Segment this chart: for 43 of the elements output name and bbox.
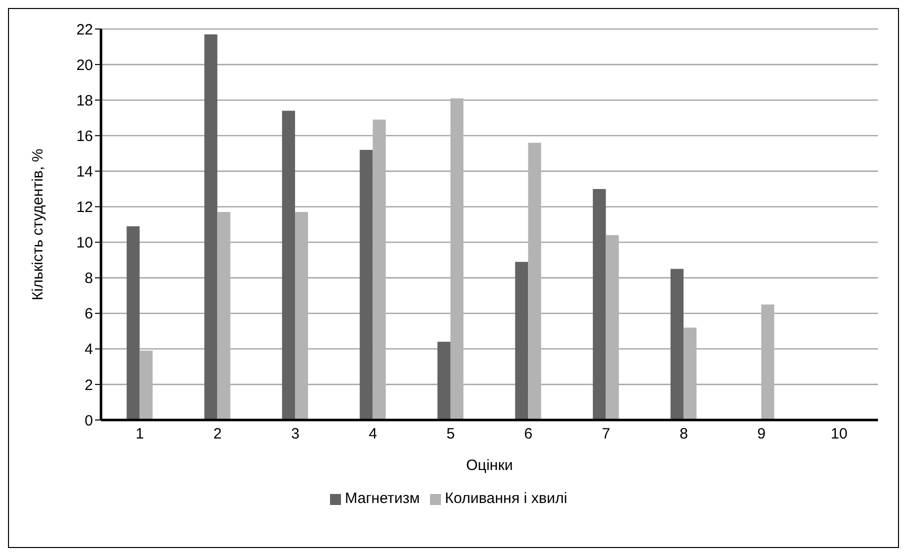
x-tick-label: 1: [136, 426, 144, 443]
bar: [515, 262, 528, 420]
bar: [592, 188, 606, 420]
y-tick-label: 2: [84, 376, 93, 394]
bar: [450, 98, 464, 420]
bar: [295, 212, 308, 420]
x-tick-label: 3: [291, 426, 300, 443]
x-tick-label: 7: [602, 426, 610, 443]
x-tick-label: 10: [830, 426, 848, 443]
y-tick-label: 22: [76, 21, 93, 38]
bar: [528, 142, 542, 420]
y-tick-label: 16: [76, 128, 93, 145]
x-tick-label: 6: [524, 426, 533, 443]
bar: [204, 34, 218, 420]
y-tick-label: 6: [84, 306, 93, 323]
legend-label: Коливання і хвилі: [444, 490, 568, 507]
bar: [606, 235, 619, 420]
y-axis-title: Кількість студентів, %: [29, 148, 46, 300]
y-tick-label: 8: [84, 270, 93, 288]
y-tick-label: 12: [76, 199, 93, 216]
bar: [282, 110, 296, 420]
bar: [437, 342, 450, 420]
y-tick-label: 20: [76, 56, 93, 74]
bar: [372, 120, 386, 420]
y-tick-label: 10: [76, 234, 93, 252]
y-tick-label: 0: [84, 412, 93, 430]
bar: [761, 304, 774, 420]
x-tick-label: 4: [368, 426, 378, 443]
x-tick-label: 8: [680, 426, 688, 443]
legend-label: Магнетизм: [344, 490, 420, 507]
bar: [684, 328, 697, 420]
x-tick-label: 5: [446, 426, 455, 443]
y-tick-label: 14: [76, 164, 93, 181]
x-tick-label: 2: [213, 426, 222, 443]
x-axis-title: Оцінки: [466, 457, 513, 474]
bar: [140, 350, 153, 420]
bar: [670, 268, 684, 420]
bar: [360, 150, 373, 420]
y-tick-label: 4: [84, 341, 93, 358]
bar: [217, 212, 230, 420]
bar: [126, 226, 140, 420]
y-tick-label: 18: [76, 92, 93, 110]
x-tick-label: 9: [757, 426, 766, 443]
